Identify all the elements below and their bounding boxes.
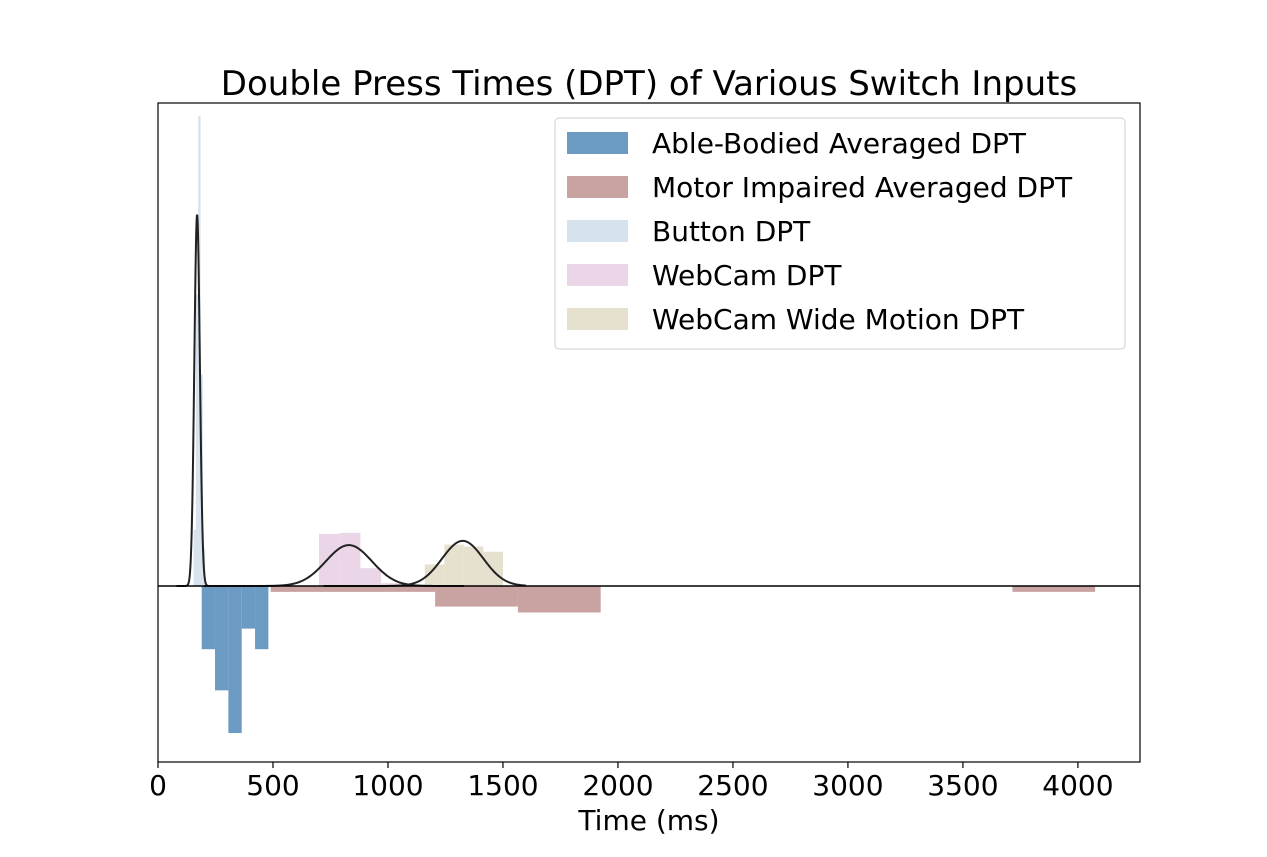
bar-able-bodied-averaged-dpt-2 xyxy=(228,586,242,733)
bar-motor-impaired-averaged-dpt-1 xyxy=(435,586,518,607)
bar-motor-impaired-averaged-dpt-0 xyxy=(270,586,436,592)
bar-able-bodied-averaged-dpt-4 xyxy=(255,586,269,650)
bar-webcam-dpt-0 xyxy=(318,533,340,586)
legend: Able-Bodied Averaged DPT Motor Impaired A… xyxy=(554,117,1126,350)
legend-label-able-bodied-averaged-dpt: Able-Bodied Averaged DPT xyxy=(652,127,1027,160)
bar-webcam-wide-motion-dpt-1 xyxy=(444,544,464,586)
bar-able-bodied-averaged-dpt-1 xyxy=(215,586,229,691)
x-tick-label: 3000 xyxy=(812,769,883,802)
bar-motor-impaired-averaged-dpt-2 xyxy=(517,586,601,613)
bar-motor-impaired-averaged-dpt-3 xyxy=(1012,586,1096,592)
legend-swatch-webcam-wide-motion-dpt xyxy=(567,308,628,330)
chart-title: Double Press Times (DPT) of Various Swit… xyxy=(221,64,1077,104)
bar-button-dpt-1 xyxy=(195,294,199,586)
bar-webcam-dpt-1 xyxy=(339,532,361,586)
x-tick-label: 2000 xyxy=(582,769,653,802)
bar-webcam-dpt-2 xyxy=(360,568,382,586)
x-tick-label: 3500 xyxy=(927,769,998,802)
x-tick-label: 1000 xyxy=(352,769,423,802)
plot-area-frame xyxy=(157,102,1141,763)
legend-label-motor-impaired-averaged-dpt: Motor Impaired Averaged DPT xyxy=(652,171,1073,204)
bar-able-bodied-averaged-dpt-0 xyxy=(201,586,216,650)
legend-label-button-dpt: Button DPT xyxy=(652,215,811,248)
legend-swatch-webcam-dpt xyxy=(567,264,628,286)
bar-webcam-dpt-3 xyxy=(381,583,402,586)
x-axis-label: Time (ms) xyxy=(577,804,719,837)
bar-webcam-wide-motion-dpt-3 xyxy=(483,551,503,586)
x-tick-label: 500 xyxy=(246,769,299,802)
x-tick-label: 4000 xyxy=(1042,769,1113,802)
legend-items: Able-Bodied Averaged DPT Motor Impaired A… xyxy=(567,127,1073,336)
x-tick-label: 1500 xyxy=(467,769,538,802)
x-tick-label: 2500 xyxy=(697,769,768,802)
bar-able-bodied-averaged-dpt-3 xyxy=(241,586,256,629)
bar-webcam-wide-motion-dpt-2 xyxy=(463,546,484,586)
legend-swatch-able-bodied-averaged-dpt xyxy=(567,132,628,154)
legend-label-webcam-wide-motion-dpt: WebCam Wide Motion DPT xyxy=(652,303,1025,336)
bar-button-dpt-0 xyxy=(193,529,196,586)
x-tick-label: 0 xyxy=(149,769,167,802)
legend-swatch-motor-impaired-averaged-dpt xyxy=(567,176,628,198)
bar-webcam-wide-motion-dpt-0 xyxy=(424,564,445,586)
legend-frame xyxy=(554,117,1126,350)
legend-label-webcam-dpt: WebCam DPT xyxy=(652,259,842,292)
legend-swatch-button-dpt xyxy=(567,220,628,242)
x-axis-ticks: 0 500 1000 1500 2000 2500 3000 3500 4000 xyxy=(149,762,1114,802)
